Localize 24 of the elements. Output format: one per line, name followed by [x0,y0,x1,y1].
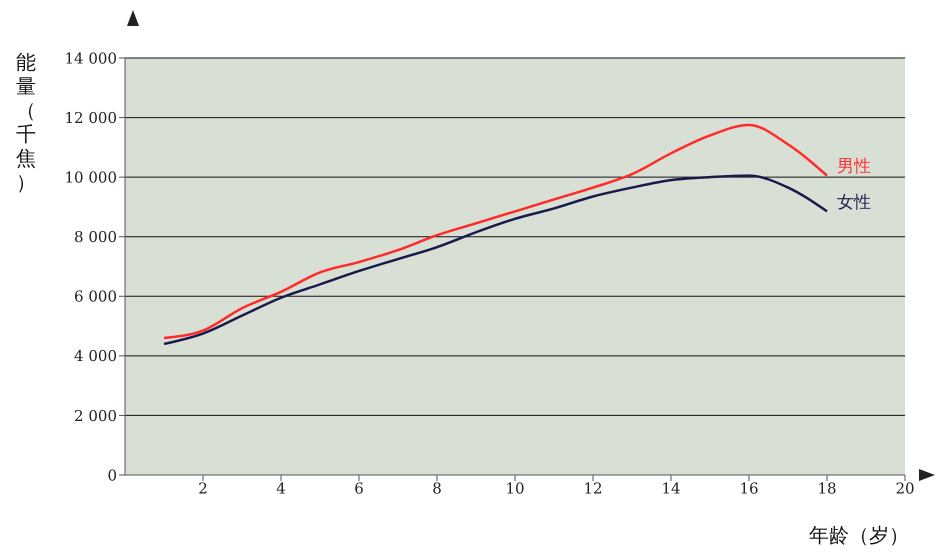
x-tick-label: 6 [354,480,364,498]
x-tick-label: 12 [583,480,603,498]
line-series [162,124,828,340]
x-tick-label: 16 [739,480,759,498]
x-tick-label: 18 [817,480,837,498]
y-tick-label: 10 000 [64,168,117,186]
y-tick-label: 4 000 [74,347,117,366]
y-tick-label: 8 000 [74,228,117,246]
series-label: 男性 [837,156,871,177]
x-tick-label: 14 [661,480,681,498]
line-series [162,174,828,346]
y-tick-label: 2 000 [74,406,117,425]
x-tick-label: 4 [276,480,286,498]
x-axis-title: 年龄（岁） [809,522,909,549]
x-tick-label: 8 [432,480,442,498]
y-tick-label: 0 [107,466,117,484]
y-tick-label: 12 000 [64,108,117,127]
series-label: 女性 [837,192,871,212]
y-axis-title: 能量（千焦） [15,50,37,194]
y-tick-label: 6 000 [74,288,117,306]
x-tick-label: 20 [895,480,915,498]
x-tick-label: 10 [505,480,525,498]
y-tick-label: 14 000 [64,49,117,68]
x-tick-label: 2 [198,480,208,498]
